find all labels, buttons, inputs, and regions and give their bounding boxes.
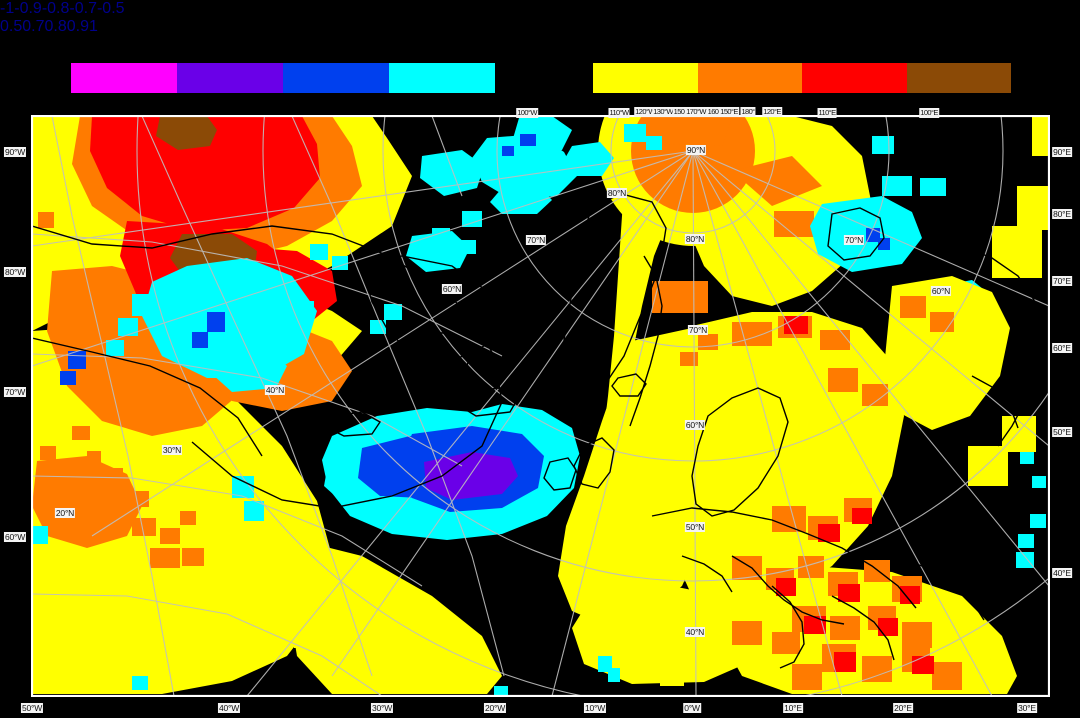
lon-label-top-9: 120°E	[762, 107, 782, 117]
lat-label-12: 30°N	[161, 445, 183, 455]
lon-label-bottom-6: 10°E	[783, 703, 803, 713]
lat-label-8: 60°N	[684, 420, 706, 430]
negative-colorbar-segment-3	[389, 63, 495, 93]
lat-label-6: 60°N	[441, 284, 463, 294]
negative-correlation-colorbar	[70, 62, 496, 94]
coastlines	[32, 193, 1043, 669]
lat-label-5: 70°N	[687, 325, 709, 335]
positive-colorbar-ticks: 0.50.70.80.91	[0, 18, 418, 36]
negative-colorbar-segment-1	[177, 63, 283, 93]
lon-label-bottom-2: 30°W	[370, 703, 394, 713]
lon-label-bottom-5: 0°W	[683, 703, 701, 713]
region-north-atlantic-cold-anomaly	[322, 404, 580, 540]
lon-label-top-1: 110°W	[608, 108, 630, 118]
lon-label-left-3: 60°W	[3, 532, 27, 542]
negative-colorbar-tick-2: -0.8	[41, 0, 70, 17]
negative-colorbar-tick-4: -0.5	[96, 0, 125, 17]
lat-label-2: 80°N	[684, 234, 706, 244]
anomaly-map[interactable]	[31, 115, 1050, 697]
lon-label-bottom-4: 10°W	[583, 703, 607, 713]
lon-label-bottom-0: 50°W	[20, 703, 44, 713]
lon-label-left-1: 80°W	[3, 267, 27, 277]
lon-label-bottom-7: 20°E	[893, 703, 913, 713]
lon-label-top-2: 120°W	[634, 107, 656, 117]
lat-label-11: 40°N	[264, 385, 286, 395]
positive-colorbar-segment-0	[593, 63, 698, 93]
lat-label-0: 90°N	[685, 145, 707, 155]
positive-colorbar-tick-2: 0.8	[44, 18, 67, 35]
region-greenland-cyan	[370, 304, 402, 334]
negative-colorbar-tick-3: -0.7	[69, 0, 97, 17]
lon-label-right-5: 40°E	[1052, 568, 1072, 578]
lon-label-bottom-8: 30°E	[1017, 703, 1037, 713]
lon-label-bottom-3: 20°W	[483, 703, 507, 713]
lon-label-top-5: 170°W	[685, 107, 707, 117]
negative-colorbar-ticks: -1-0.9-0.8-0.7-0.5	[0, 0, 424, 18]
positive-colorbar-tick-4: 1	[89, 18, 98, 35]
lat-label-9: 50°N	[684, 522, 706, 532]
positive-colorbar-segment-2	[802, 63, 907, 93]
graticule	[32, 116, 1049, 696]
lat-label-3: 70°N	[525, 235, 547, 245]
positive-colorbar-tick-3: 0.9	[66, 18, 89, 35]
lon-label-right-0: 90°E	[1052, 147, 1072, 157]
lat-label-7: 60°N	[930, 286, 952, 296]
lon-label-top-4: 150	[672, 107, 686, 117]
positive-colorbar-segment-1	[697, 63, 802, 93]
lon-label-top-7: 150°E	[719, 107, 739, 117]
lat-label-4: 70°N	[843, 235, 865, 245]
lon-label-right-3: 60°E	[1052, 343, 1072, 353]
region-arctic-archipelago	[32, 116, 662, 544]
lon-label-left-0: 90°W	[3, 147, 27, 157]
negative-colorbar-segment-2	[283, 63, 389, 93]
lon-label-right-4: 50°E	[1052, 427, 1072, 437]
positive-colorbar-tick-0: 0.5	[0, 18, 23, 35]
lon-label-top-3: 130°W	[652, 107, 674, 117]
lat-label-10: 40°N	[684, 627, 706, 637]
lon-label-left-2: 70°W	[3, 387, 27, 397]
region-cyan-specks	[132, 452, 1046, 696]
lon-label-top-8: 180°	[740, 107, 756, 117]
positive-colorbar-segment-3	[906, 63, 1011, 93]
negative-colorbar-segment-0	[71, 63, 177, 93]
lon-label-top-10: 110°E	[817, 108, 837, 118]
lon-label-right-2: 70°E	[1052, 276, 1072, 286]
lat-label-13: 20°N	[54, 508, 76, 518]
negative-colorbar-tick-0: -1	[0, 0, 15, 17]
lon-label-top-0: 100°W	[516, 108, 538, 118]
region-yellow-specks	[294, 628, 684, 686]
positive-colorbar-tick-1: 0.7	[22, 18, 45, 35]
map-canvas	[32, 116, 1049, 696]
lon-label-top-11: 100°E	[919, 108, 939, 118]
lon-label-top-6: 160	[706, 107, 720, 117]
lon-label-right-1: 80°E	[1052, 209, 1072, 219]
positive-correlation-colorbar	[592, 62, 1012, 94]
lon-label-bottom-1: 40°W	[217, 703, 241, 713]
lat-label-1: 80°N	[606, 188, 628, 198]
negative-colorbar-tick-1: -0.9	[14, 0, 42, 17]
